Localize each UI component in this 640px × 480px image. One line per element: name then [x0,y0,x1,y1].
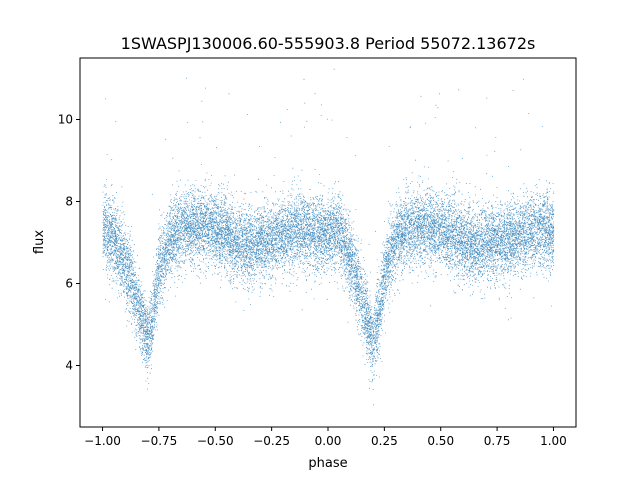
y-axis-label: flux [32,230,47,254]
y-tick-label: 10 [58,113,73,127]
x-axis-label: phase [308,456,347,471]
x-tick-label: 0.25 [371,434,398,448]
x-tick-label: −0.25 [253,434,290,448]
x-tick-label: −1.00 [84,434,121,448]
x-tick-label: 0.75 [484,434,511,448]
x-tick-label: −0.75 [141,434,178,448]
chart-title: 1SWASPJ130006.60-555903.8 Period 55072.1… [121,34,536,53]
plot-area-frame [79,57,577,428]
x-tick-label: −0.50 [197,434,234,448]
y-axis-ticks: 4 6 8 10 [58,113,80,373]
y-tick-label: 4 [65,359,73,373]
y-tick-label: 6 [65,277,73,291]
x-tick-label: 0.50 [427,434,454,448]
y-tick-label: 8 [65,195,73,209]
x-tick-label: 1.00 [540,434,567,448]
x-axis-ticks: −1.00 −0.75 −0.50 −0.25 0.00 0.25 0.50 0.75 1.00 [84,427,567,448]
x-tick-label: 0.00 [315,434,342,448]
